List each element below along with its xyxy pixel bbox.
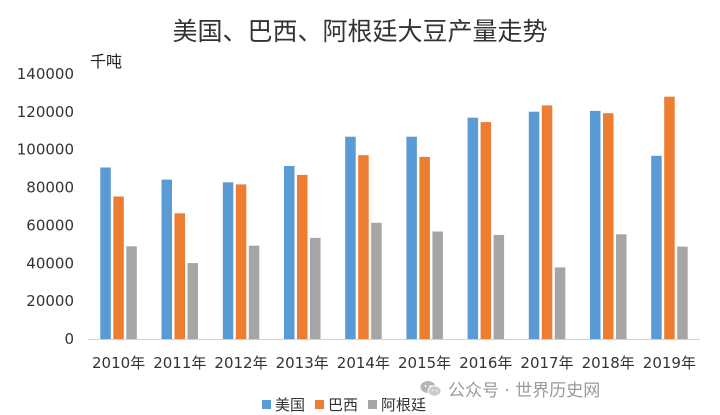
bar-us [284, 166, 295, 339]
y-tick-label: 60000 [26, 216, 74, 234]
x-tick-label: 2011年 [153, 354, 206, 372]
bar-brazil [541, 105, 553, 340]
bar-us [590, 110, 601, 340]
x-tick-label: 2017年 [520, 354, 573, 372]
y-tick-label: 80000 [26, 179, 74, 197]
bar-brazil [297, 174, 308, 339]
bars [100, 96, 688, 340]
x-tick-label: 2016年 [459, 354, 512, 372]
bar-argentina [187, 263, 198, 339]
x-tick-label: 2012年 [214, 354, 267, 372]
legend-swatch-argentina [368, 400, 378, 409]
bar-argentina [371, 222, 382, 339]
bar-brazil [235, 184, 247, 339]
legend-item-brazil: 巴西 [315, 394, 358, 415]
legend-item-argentina: 阿根廷 [368, 394, 426, 415]
bar-argentina [616, 234, 627, 339]
bar-us [406, 136, 417, 339]
bar-us [467, 117, 479, 339]
legend: 美国 巴西 阿根廷 [262, 394, 426, 415]
watermark-text: 公众号 · 世界历史网 [448, 381, 601, 401]
bar-us [161, 179, 172, 339]
bar-brazil [480, 122, 492, 339]
bar-argentina [554, 267, 566, 339]
chart-title: 美国、巴西、阿根廷大豆产量走势 [172, 17, 548, 46]
wechat-icon [420, 380, 442, 397]
y-axis: 0 20000 40000 60000 80000 100000 120000 140000 [17, 65, 74, 348]
bar-brazil [664, 96, 675, 339]
bar-argentina [310, 237, 321, 339]
legend-item-us: 美国 [262, 394, 305, 415]
y-tick-label: 120000 [17, 103, 74, 121]
x-tick-label: 2015年 [398, 354, 451, 372]
legend-swatch-brazil [315, 400, 325, 409]
bar-brazil [174, 213, 185, 339]
bar-argentina [126, 246, 137, 340]
bar-us [345, 136, 356, 339]
watermark: 公众号 · 世界历史网 [420, 376, 600, 401]
bar-us [222, 182, 234, 339]
bar-argentina [248, 245, 260, 339]
bar-argentina [432, 231, 443, 339]
y-tick-label: 40000 [26, 254, 74, 272]
bar-brazil [113, 196, 124, 339]
bar-chart: 020000400006000080000100000120000140000 … [17, 65, 700, 372]
bar-us [100, 167, 111, 339]
bar-argentina [677, 246, 688, 339]
y-tick-label: 0 [64, 330, 74, 348]
x-axis: 2010年 2011年 2012年 2013年 2014年 2015年 2016年 2017年… [92, 354, 696, 372]
y-tick-label: 140000 [17, 65, 74, 83]
y-tick-label: 20000 [26, 292, 74, 310]
x-tick-label: 2018年 [582, 354, 635, 372]
bar-brazil [358, 155, 369, 339]
y-axis-unit-label: 千吨 [90, 52, 123, 71]
legend-swatch-us [262, 400, 271, 409]
bar-us [651, 155, 662, 339]
legend-label-brazil: 巴西 [328, 396, 359, 414]
bar-us [528, 111, 540, 339]
x-tick-label: 2013年 [276, 354, 329, 372]
legend-label-us: 美国 [275, 396, 306, 414]
x-tick-label: 2019年 [643, 354, 696, 372]
bar-brazil [603, 113, 614, 339]
bar-argentina [493, 234, 505, 339]
bar-brazil [419, 156, 430, 339]
x-tick-label: 2014年 [337, 354, 390, 372]
y-tick-label: 100000 [17, 141, 74, 159]
x-tick-label: 2010年 [92, 354, 145, 372]
